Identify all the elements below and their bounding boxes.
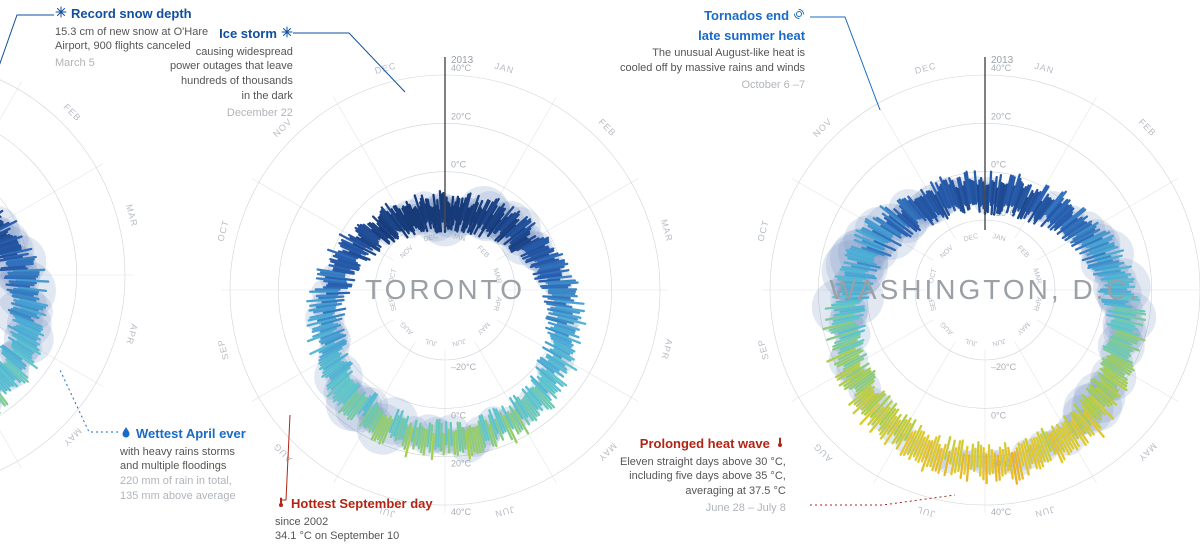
annotation-body-line: cooled off by massive rains and winds <box>620 61 805 76</box>
svg-text:JUN: JUN <box>493 504 515 519</box>
annotation-body-line: Eleven straight days above 30 °C, <box>620 455 786 470</box>
svg-text:JAN: JAN <box>992 233 1007 243</box>
svg-text:0°C: 0°C <box>451 160 467 170</box>
annotation-title: late summer heat <box>620 27 805 45</box>
svg-text:20°C: 20°C <box>991 111 1012 121</box>
annotation-tornados: Tornados end late summer heatThe unusual … <box>620 7 805 93</box>
annotation-title: Record snow depth <box>55 5 208 23</box>
annotation-body-line: causing widespread <box>170 45 293 60</box>
annotation-body-line: including five days above 35 °C, <box>620 469 786 484</box>
annotation-body-line: power outages that leave <box>170 59 293 74</box>
svg-text:APR: APR <box>659 338 674 361</box>
annotation-wettest-april: Wettest April ever with heavy rains storm… <box>120 425 246 504</box>
heat-icon <box>774 435 786 453</box>
annotation-body-line: in the dark <box>170 89 293 104</box>
svg-text:MAY: MAY <box>596 441 619 464</box>
svg-text:JAN: JAN <box>1033 61 1055 76</box>
svg-text:NOV: NOV <box>811 116 834 139</box>
svg-text:JAN: JAN <box>493 61 515 76</box>
svg-text:MAR: MAR <box>659 218 675 243</box>
annotation-title: Ice storm <box>170 25 293 43</box>
annotation-heat-wave: Prolonged heat wave Eleven straight days … <box>620 435 786 516</box>
svg-text:0°C: 0°C <box>991 410 1007 420</box>
svg-text:AUG: AUG <box>271 441 294 464</box>
rain-icon <box>120 425 132 443</box>
svg-text:AUG: AUG <box>811 441 834 464</box>
annotation-body-line: averaging at 37.5 °C <box>620 484 786 499</box>
svg-text:JUN: JUN <box>1033 504 1055 519</box>
svg-text:40°C: 40°C <box>451 507 472 517</box>
svg-text:40°C: 40°C <box>991 507 1012 517</box>
svg-text:APR: APR <box>124 323 139 346</box>
svg-text:JUN: JUN <box>991 337 1006 347</box>
city-label-dc: WASHINGTON, D.C. <box>830 274 1141 306</box>
annotation-body-line: with heavy rains storms <box>120 445 246 460</box>
annotation-title: Hottest September day <box>275 495 433 513</box>
svg-text:JUL: JUL <box>915 505 936 520</box>
annotation-date: December 22 <box>170 106 293 121</box>
svg-text:0°C: 0°C <box>991 160 1007 170</box>
svg-text:DEC: DEC <box>963 233 979 244</box>
annotation-body-line: 135 mm above average <box>120 489 246 504</box>
heat-icon <box>275 495 287 513</box>
storm-icon <box>793 7 805 25</box>
svg-text:FEB: FEB <box>476 245 491 260</box>
svg-text:DEC: DEC <box>914 61 938 76</box>
svg-text:FEB: FEB <box>62 102 84 124</box>
svg-text:SEP: SEP <box>756 338 771 361</box>
svg-text:SEP: SEP <box>216 338 231 361</box>
svg-text:OCT: OCT <box>216 219 231 243</box>
annotation-date: June 28 – July 8 <box>620 501 786 516</box>
svg-text:FEB: FEB <box>1016 245 1031 260</box>
svg-text:–20°C: –20°C <box>451 362 477 372</box>
svg-text:JUL: JUL <box>424 337 438 347</box>
annotation-ice-storm: Ice storm causing widespreadpower outages… <box>170 25 293 121</box>
annotation-title: Prolonged heat wave <box>620 435 786 453</box>
annotation-date: October 6 –7 <box>620 78 805 93</box>
svg-text:MAY: MAY <box>61 426 84 449</box>
svg-text:MAY: MAY <box>475 320 491 336</box>
annotation-body-line: since 2002 <box>275 515 433 530</box>
svg-text:2013: 2013 <box>451 55 474 66</box>
svg-text:FEB: FEB <box>1137 117 1159 139</box>
svg-text:AUG: AUG <box>939 320 955 336</box>
svg-text:OCT: OCT <box>756 219 771 243</box>
annotation-body-line: and multiple floodings <box>120 459 246 474</box>
svg-text:NOV: NOV <box>399 244 415 260</box>
svg-text:FEB: FEB <box>597 117 619 139</box>
annotation-title: Wettest April ever <box>120 425 246 443</box>
annotation-body-line: 34.1 °C on September 10 <box>275 529 433 544</box>
svg-text:MAY: MAY <box>1015 320 1031 336</box>
svg-text:MAY: MAY <box>1136 441 1159 464</box>
snow-icon <box>55 5 67 23</box>
svg-text:AUG: AUG <box>399 320 415 336</box>
annotation-title: Tornados end <box>620 7 805 25</box>
city-label-toronto: TORONTO <box>365 274 525 306</box>
svg-text:20°C: 20°C <box>451 111 472 121</box>
svg-text:JUL: JUL <box>964 337 978 347</box>
annotation-body-line: The unusual August-like heat is <box>620 46 805 61</box>
annotation-hottest-sep: Hottest September day since 200234.1 °C o… <box>275 495 433 544</box>
snow-icon <box>281 25 293 43</box>
svg-text:DEC: DEC <box>374 61 398 76</box>
svg-text:2013: 2013 <box>991 55 1014 66</box>
svg-text:JUN: JUN <box>451 337 466 347</box>
svg-text:NOV: NOV <box>939 244 955 260</box>
svg-text:–20°C: –20°C <box>991 362 1017 372</box>
annotation-body-line: hundreds of thousands <box>170 74 293 89</box>
annotation-body-line: 220 mm of rain in total, <box>120 474 246 489</box>
svg-text:MAR: MAR <box>124 203 140 228</box>
